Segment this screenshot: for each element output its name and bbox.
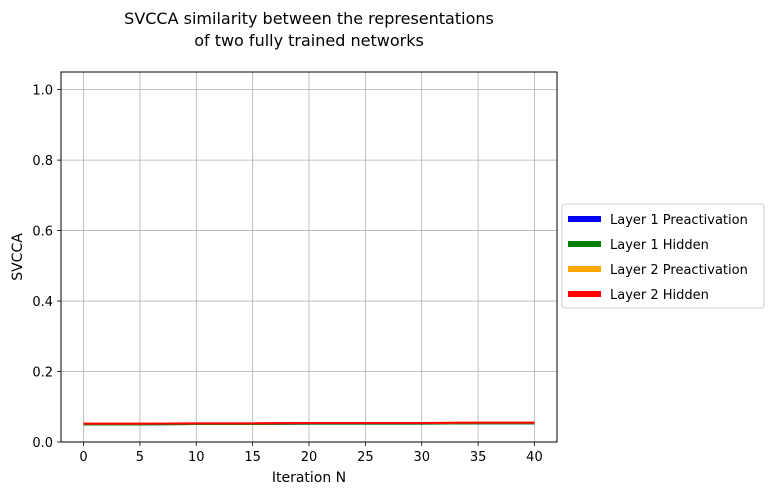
x-axis-label: Iteration N <box>272 470 346 486</box>
grid-lines <box>61 72 557 443</box>
y-tick-label: 0.6 <box>32 225 53 240</box>
x-tick-label: 10 <box>188 450 205 465</box>
legend-label-1: Layer 1 Preactivation <box>610 213 748 228</box>
x-tick-label: 40 <box>526 450 543 465</box>
legend-label-2: Layer 1 Hidden <box>610 238 709 253</box>
series-line-4 <box>83 421 535 425</box>
axis-ticks: 0 5 10 15 20 25 30 35 40 0.0 0.2 0.4 0.6 0.8 1.0 <box>32 84 542 465</box>
series-lines <box>83 421 535 426</box>
chart-title-line-2: of two fully trained networks <box>194 31 424 50</box>
y-tick-label: 1.0 <box>32 84 53 99</box>
x-tick-label: 35 <box>470 450 487 465</box>
y-tick-label: 0.4 <box>32 295 53 310</box>
x-tick-label: 20 <box>301 450 318 465</box>
legend: Layer 1 Preactivation Layer 1 Hidden Layer… <box>561 203 765 309</box>
legend-label-4: Layer 2 Hidden <box>610 288 709 303</box>
y-tick-label: 0.8 <box>32 154 53 169</box>
x-tick-label: 25 <box>357 450 374 465</box>
y-tick-label: 0.2 <box>32 366 53 381</box>
legend-label-3: Layer 2 Preactivation <box>610 263 748 278</box>
y-axis-label: SVCCA <box>10 233 26 281</box>
chart-title-line-1: SVCCA similarity between the representat… <box>124 9 494 28</box>
x-tick-label: 15 <box>244 450 261 465</box>
x-tick-label: 0 <box>79 450 87 465</box>
legend-frame <box>561 203 765 309</box>
x-tick-label: 30 <box>413 450 430 465</box>
y-tick-label: 0.0 <box>32 436 53 451</box>
x-tick-label: 5 <box>136 450 144 465</box>
